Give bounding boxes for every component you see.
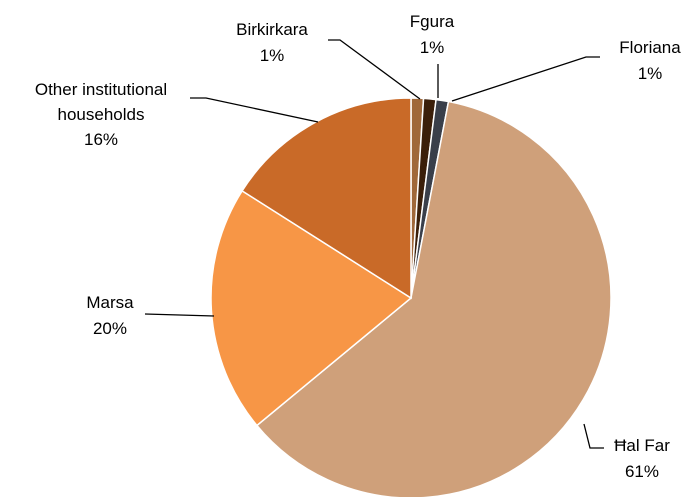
data-label: Floriana 1% xyxy=(619,35,680,87)
value-label: 16% xyxy=(83,130,119,149)
leader-lines xyxy=(144,39,604,449)
data-label: Other institutional households 16% xyxy=(6,77,196,153)
category-label: Birkirkara xyxy=(236,20,308,39)
category-label: Ħal Far xyxy=(614,436,670,455)
slice xyxy=(241,97,412,300)
value-label: 1% xyxy=(259,46,285,65)
leader-line xyxy=(451,56,600,102)
category-label: Other institutional households xyxy=(34,80,168,124)
value-label: 1% xyxy=(637,64,663,83)
value-label: 20% xyxy=(92,319,128,338)
data-label: Marsa 20% xyxy=(86,290,133,342)
leader-line xyxy=(144,313,215,317)
category-label: Marsa xyxy=(86,293,134,312)
slice xyxy=(210,189,413,427)
category-label: Fgura xyxy=(409,12,455,31)
data-label: Birkirkara 1% xyxy=(236,17,308,69)
leader-line xyxy=(583,423,604,449)
slices xyxy=(210,97,612,497)
leader-line xyxy=(328,39,421,100)
value-label: 61% xyxy=(624,462,660,481)
data-label: Fgura 1% xyxy=(410,9,454,61)
slice xyxy=(255,100,612,497)
value-label: 1% xyxy=(419,38,445,57)
category-label: Floriana xyxy=(619,38,681,57)
leader-line xyxy=(190,97,319,123)
data-label: Ħal Far 61% xyxy=(614,433,670,485)
